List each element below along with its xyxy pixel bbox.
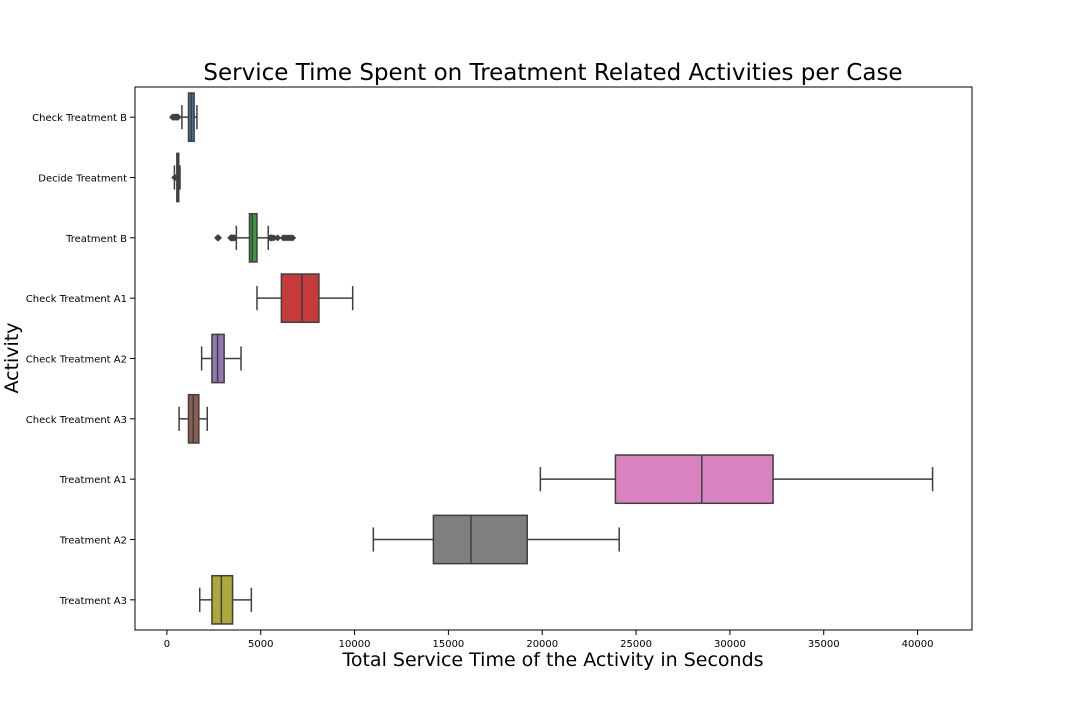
x-tick-label: 15000 (432, 639, 464, 650)
x-tick-label: 30000 (714, 639, 746, 650)
outlier-point (174, 113, 182, 121)
outlier-point (289, 234, 297, 242)
y-tick-label: Check Treatment A2 (26, 355, 127, 366)
y-tick-label: Check Treatment A3 (26, 415, 127, 426)
box (432, 514, 528, 565)
box-group (169, 92, 198, 143)
box (211, 574, 234, 625)
box (280, 273, 320, 324)
y-tick-label: Treatment A1 (59, 475, 127, 486)
box-group (256, 273, 354, 324)
x-tick-label: 35000 (808, 639, 840, 650)
y-tick-label: Check Treatment B (32, 113, 127, 124)
x-axis-label: Total Service Time of the Activity in Se… (341, 649, 763, 671)
box-group (178, 393, 209, 444)
chart-title: Service Time Spent on Treatment Related … (203, 60, 902, 86)
box (248, 212, 258, 263)
x-tick-label: 25000 (620, 639, 652, 650)
y-tick-label: Treatment A3 (59, 596, 127, 607)
y-tick-label: Check Treatment A1 (26, 294, 127, 305)
box (614, 454, 774, 505)
plot-area (169, 92, 934, 625)
outlier-point (270, 234, 278, 242)
y-axis: Check Treatment B Decide Treatment Treatme… (26, 113, 135, 607)
x-tick-label: 20000 (526, 639, 558, 650)
box-group (171, 152, 181, 203)
x-tick-label: 5000 (248, 639, 273, 650)
box-group (539, 454, 934, 505)
box-group (198, 574, 253, 625)
outlier-point (215, 234, 223, 242)
outlier-point (230, 234, 238, 242)
box-group (372, 514, 620, 565)
y-tick-label: Treatment A2 (59, 536, 127, 547)
x-tick-label: 10000 (339, 639, 371, 650)
x-tick-label: 40000 (902, 639, 934, 650)
x-axis: 0 5000 10000 15000 20000 25000 30000 35000 40000 (164, 630, 934, 650)
outlier-point (171, 174, 179, 181)
y-tick-label: Treatment B (65, 234, 127, 245)
y-axis-label: Activity (1, 322, 23, 393)
plot-frame (134, 86, 973, 631)
box-group (214, 212, 297, 263)
outlier-point (274, 234, 282, 242)
x-tick-label: 0 (164, 639, 170, 650)
box-group (200, 333, 242, 384)
y-tick-label: Decide Treatment (38, 174, 127, 185)
